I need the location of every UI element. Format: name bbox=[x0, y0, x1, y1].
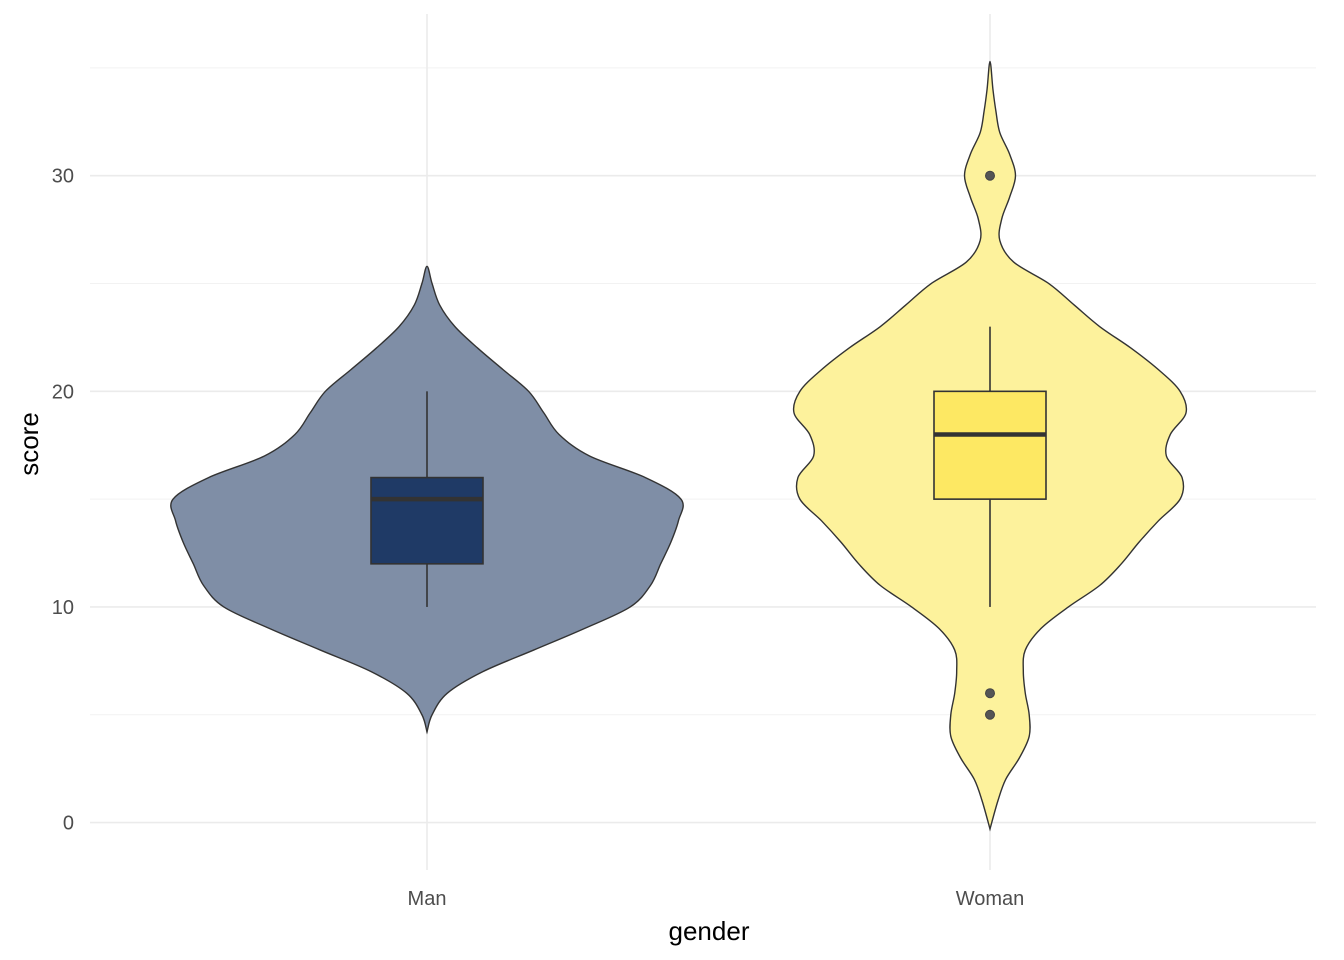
outlier-point-woman bbox=[985, 688, 995, 699]
x-tick-label: Woman bbox=[956, 888, 1025, 910]
outlier-point-woman bbox=[985, 170, 995, 181]
marks-layer bbox=[170, 60, 1188, 832]
y-tick-label: 30 bbox=[52, 166, 74, 188]
outlier-point-woman bbox=[985, 709, 995, 720]
x-axis-title: gender bbox=[669, 916, 750, 946]
y-tick-label: 0 bbox=[63, 813, 74, 835]
box-man bbox=[370, 476, 484, 565]
y-tick-label: 10 bbox=[52, 597, 74, 619]
violin-group-man bbox=[170, 265, 684, 735]
y-tick-label: 20 bbox=[52, 381, 74, 403]
y-axis-title: score bbox=[14, 412, 44, 476]
box-woman bbox=[933, 390, 1047, 500]
x-tick-label: Man bbox=[408, 888, 447, 910]
axis-layer: 0 10 20 30 Man Woman bbox=[52, 166, 1025, 910]
violin-group-woman bbox=[792, 60, 1188, 832]
